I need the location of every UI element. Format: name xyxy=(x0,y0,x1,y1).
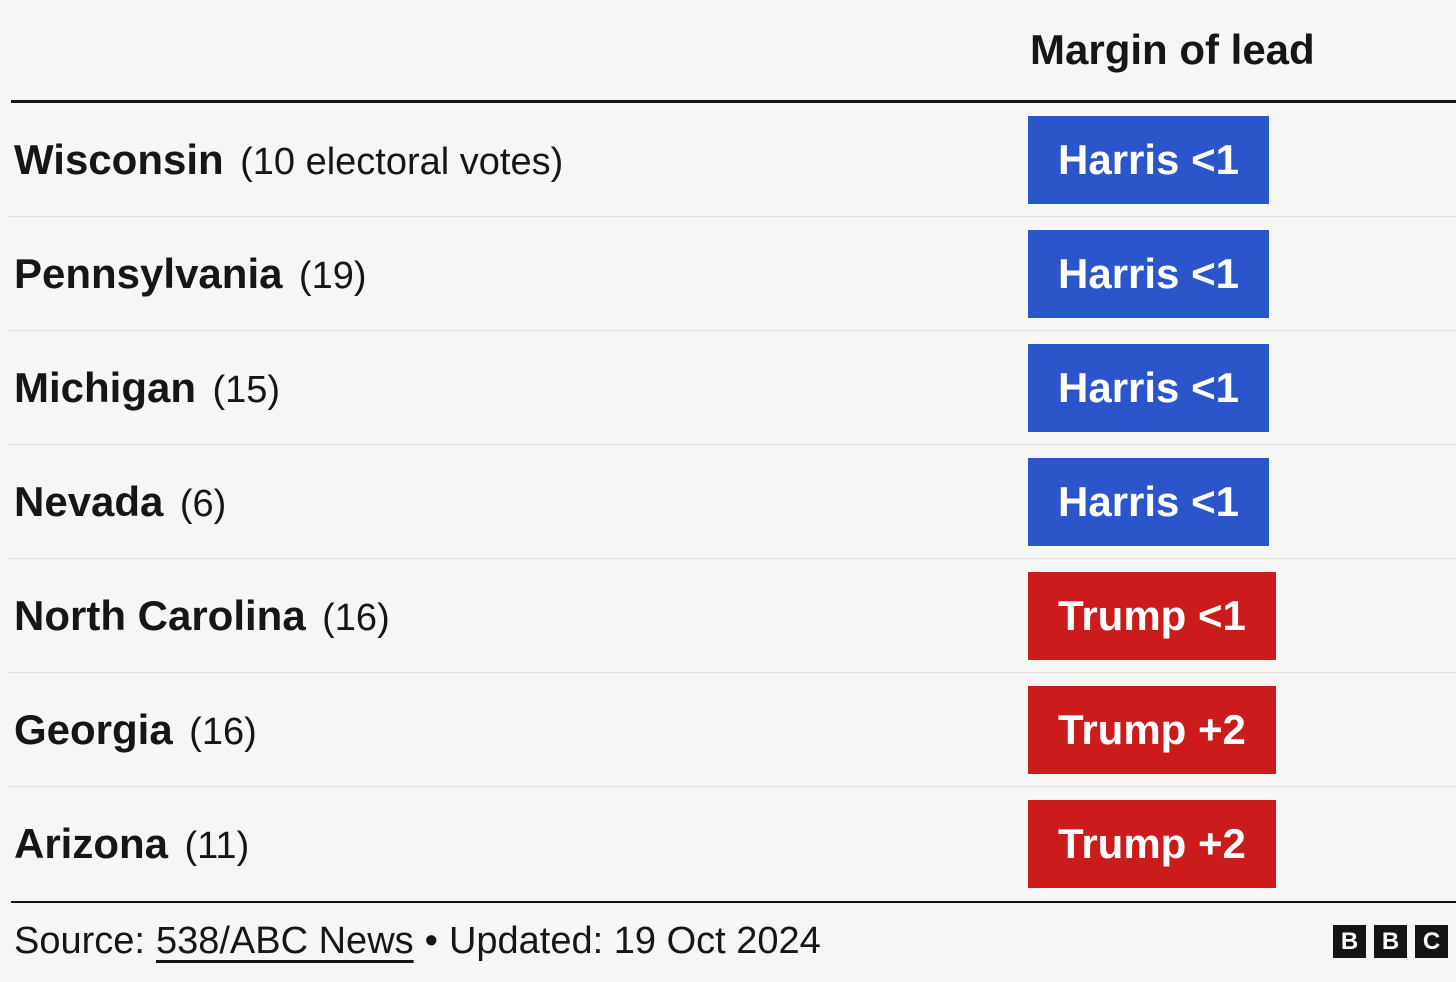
electoral-votes: (15) xyxy=(212,369,281,411)
header-rule xyxy=(11,100,1456,103)
bbc-logo-block: B xyxy=(1333,925,1366,958)
table-row: Wisconsin (10 electoral votes) Harris <1 xyxy=(0,103,1456,217)
bbc-logo: B B C xyxy=(1333,925,1448,958)
margin-badge: Harris <1 xyxy=(1028,344,1269,432)
state-label: Pennsylvania (19) xyxy=(14,217,367,341)
state-name: Georgia xyxy=(14,706,173,753)
electoral-votes: (19) xyxy=(298,255,367,297)
state-label: Arizona (11) xyxy=(14,787,249,911)
margin-badge: Harris <1 xyxy=(1028,116,1269,204)
table-row: Arizona (11) Trump +2 xyxy=(0,787,1456,901)
electoral-votes: (16) xyxy=(189,711,257,753)
margin-badge: Trump +2 xyxy=(1028,800,1276,888)
electoral-votes: (6) xyxy=(179,483,227,525)
state-name: Michigan xyxy=(14,364,197,411)
state-label: Georgia (16) xyxy=(14,673,257,797)
state-name: Pennsylvania xyxy=(14,250,283,297)
state-label: North Carolina (16) xyxy=(14,559,390,683)
electoral-votes: (10 electoral votes) xyxy=(240,141,564,183)
electoral-votes: (11) xyxy=(184,825,250,867)
state-rows: Wisconsin (10 electoral votes) Harris <1… xyxy=(0,103,1456,901)
state-name: Nevada xyxy=(14,478,164,525)
state-label: Michigan (15) xyxy=(14,331,280,455)
state-name: Arizona xyxy=(14,820,169,867)
state-label: Nevada (6) xyxy=(14,445,226,569)
bbc-logo-block: C xyxy=(1415,925,1448,958)
margin-badge: Trump +2 xyxy=(1028,686,1276,774)
state-label: Wisconsin (10 electoral votes) xyxy=(14,103,563,227)
table-header: Margin of lead xyxy=(0,0,1456,103)
state-name: Wisconsin xyxy=(14,136,224,183)
margin-badge: Harris <1 xyxy=(1028,458,1269,546)
table-row: Nevada (6) Harris <1 xyxy=(0,445,1456,559)
bullet-separator: • xyxy=(424,920,438,962)
source-line: Source: 538/ABC News • Updated: 19 Oct 2… xyxy=(14,920,821,963)
bbc-logo-block: B xyxy=(1374,925,1407,958)
footer-rule xyxy=(11,901,1456,903)
source-prefix: Source: xyxy=(14,920,145,962)
margin-badge: Harris <1 xyxy=(1028,230,1269,318)
state-name: North Carolina xyxy=(14,592,306,639)
table-row: Pennsylvania (19) Harris <1 xyxy=(0,217,1456,331)
footer: Source: 538/ABC News • Updated: 19 Oct 2… xyxy=(0,903,1456,980)
source-link[interactable]: 538/ABC News xyxy=(155,920,414,962)
margin-badge: Trump <1 xyxy=(1028,572,1276,660)
table-row: North Carolina (16) Trump <1 xyxy=(0,559,1456,673)
margin-column-header: Margin of lead xyxy=(1030,26,1315,73)
table-row: Georgia (16) Trump +2 xyxy=(0,673,1456,787)
table-row: Michigan (15) Harris <1 xyxy=(0,331,1456,445)
electoral-votes: (16) xyxy=(322,597,390,639)
updated-label: Updated: 19 Oct 2024 xyxy=(448,920,821,962)
